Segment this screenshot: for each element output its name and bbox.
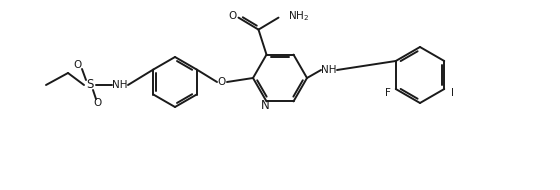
Text: S: S <box>86 78 94 92</box>
Text: O: O <box>228 11 237 21</box>
Text: N: N <box>261 99 270 112</box>
Text: NH$_2$: NH$_2$ <box>288 9 310 23</box>
Text: O: O <box>74 60 82 70</box>
Text: I: I <box>451 88 454 98</box>
Text: F: F <box>385 88 391 98</box>
Text: O: O <box>218 77 226 87</box>
Text: NH: NH <box>321 65 337 75</box>
Text: NH: NH <box>112 80 128 90</box>
Text: O: O <box>94 98 102 108</box>
